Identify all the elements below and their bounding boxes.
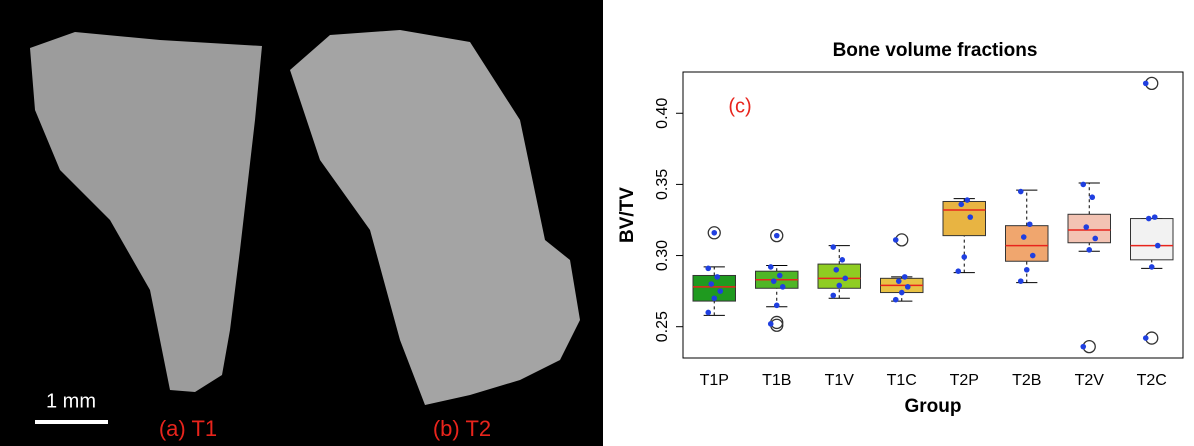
x-axis-label: Group — [905, 396, 962, 417]
data-point — [1027, 221, 1033, 227]
data-point — [1143, 335, 1149, 341]
data-point — [717, 288, 723, 294]
data-point — [967, 214, 973, 220]
data-point — [899, 290, 905, 296]
data-point — [836, 283, 842, 289]
data-point — [780, 284, 786, 290]
figure: 1 mm (a) T1 (b) T2 Bone volume fractions… — [0, 0, 1194, 446]
panel-label: (b) T2 — [433, 416, 491, 441]
image-panel: 1 mm (a) T1 (b) T2 — [0, 0, 603, 446]
data-point — [1146, 216, 1152, 222]
data-point — [1149, 264, 1155, 270]
data-point — [1021, 234, 1027, 240]
y-axis-label: BV/TV — [617, 187, 638, 243]
data-point — [777, 273, 783, 279]
box — [1131, 219, 1174, 260]
data-point — [1143, 81, 1149, 87]
data-point — [1080, 344, 1086, 350]
panel-label: (a) T1 — [159, 416, 217, 441]
data-point — [708, 281, 714, 287]
x-tick-label: T1P — [700, 372, 729, 389]
data-point — [1155, 243, 1161, 249]
annotation: (c) — [728, 95, 751, 117]
data-point — [711, 295, 717, 301]
data-point — [896, 278, 902, 284]
data-point — [961, 254, 967, 260]
data-point — [1024, 267, 1030, 273]
data-point — [893, 297, 899, 303]
data-point — [705, 310, 711, 316]
x-tick-label: T2B — [1012, 372, 1041, 389]
box — [943, 201, 986, 235]
data-point — [830, 293, 836, 299]
box — [1006, 226, 1049, 262]
data-point — [1030, 253, 1036, 259]
x-tick-label: T2V — [1075, 372, 1105, 389]
x-tick-label: T1B — [762, 372, 791, 389]
x-tick-label: T1V — [825, 372, 855, 389]
data-point — [839, 257, 845, 263]
data-point — [705, 266, 711, 272]
data-point — [893, 237, 899, 243]
data-point — [1086, 247, 1092, 253]
data-point — [833, 267, 839, 273]
box — [1068, 214, 1111, 242]
y-tick-label: 0.40 — [654, 98, 671, 129]
data-point — [830, 244, 836, 250]
data-point — [842, 276, 848, 282]
data-point — [902, 274, 908, 280]
data-point — [1018, 189, 1024, 195]
scale-label: 1 mm — [46, 390, 96, 412]
data-point — [905, 284, 911, 290]
data-point — [714, 274, 720, 280]
x-tick-label: T1C — [887, 372, 917, 389]
y-tick-label: 0.35 — [654, 169, 671, 200]
data-point — [958, 202, 964, 208]
x-tick-label: T2P — [950, 372, 979, 389]
data-point — [964, 197, 970, 203]
data-point — [711, 230, 717, 236]
data-point — [771, 278, 777, 284]
data-point — [1152, 214, 1158, 220]
data-point — [768, 321, 774, 327]
y-tick-label: 0.25 — [654, 311, 671, 342]
data-point — [1018, 278, 1024, 284]
data-point — [774, 233, 780, 239]
data-point — [1092, 236, 1098, 242]
data-point — [1080, 182, 1086, 188]
chart-title: Bone volume fractions — [833, 40, 1038, 61]
y-tick-label: 0.30 — [654, 240, 671, 271]
data-point — [768, 264, 774, 270]
x-tick-label: T2C — [1137, 372, 1167, 389]
data-point — [1083, 224, 1089, 230]
data-point — [955, 268, 961, 274]
data-point — [1089, 194, 1095, 200]
data-point — [774, 303, 780, 309]
